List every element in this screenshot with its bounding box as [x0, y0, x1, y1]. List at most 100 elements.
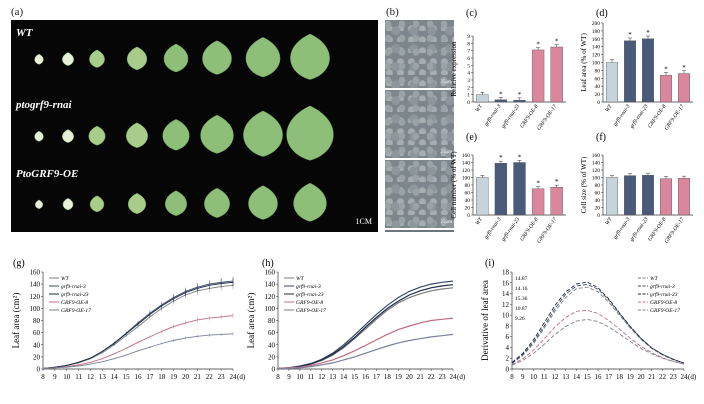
- x-tick-label: 14: [340, 373, 348, 381]
- annotation-label: 15.36: [515, 296, 528, 302]
- bar: [642, 38, 654, 103]
- bar: [678, 73, 690, 103]
- x-tick-label: 19: [395, 373, 403, 381]
- leaf: [88, 125, 106, 146]
- leaf: [245, 37, 281, 78]
- bar: [660, 74, 672, 103]
- x-tick-label: 18: [616, 373, 624, 381]
- leaf: [204, 187, 230, 218]
- x-tick-label: 17: [373, 373, 381, 381]
- legend-label: GRF9-OE-17: [61, 308, 91, 314]
- y-tick-label: 80: [465, 183, 471, 189]
- leaf: [127, 192, 147, 215]
- y-tick-label: 60: [595, 191, 601, 197]
- x-tick-label: 23: [670, 373, 678, 381]
- significance-mark: *: [682, 64, 686, 72]
- leaf: [248, 185, 278, 220]
- leaf: [202, 40, 232, 75]
- y-tick-label: 80: [33, 317, 41, 325]
- bar: [494, 163, 508, 216]
- bar: [678, 178, 690, 216]
- y-tick-label: 1: [467, 93, 470, 99]
- y-tick-label: 0: [597, 213, 600, 219]
- cell-micrograph-panel: 25μm 25μm 25μm: [385, 20, 454, 232]
- significance-mark: *: [555, 38, 559, 46]
- bar: [513, 162, 526, 216]
- leaf: [200, 114, 234, 154]
- micrograph-scale: 25μm: [440, 220, 452, 225]
- x-tick-label: 9: [521, 373, 525, 381]
- leaf: [286, 105, 334, 161]
- panel-label-c: (c): [466, 8, 477, 19]
- y-tick-label: 120: [592, 53, 601, 59]
- x-tick-label: 24: [230, 373, 238, 381]
- leaf: [243, 110, 283, 157]
- panel-label-e: (e): [466, 132, 477, 143]
- x-tick-label: 12: [87, 373, 95, 381]
- series-line: [511, 283, 685, 364]
- y-tick-label: 6: [506, 333, 510, 341]
- leaf: [162, 119, 190, 151]
- y-tick-label: 100: [30, 305, 41, 313]
- x-tick-label: 22: [659, 373, 667, 381]
- leaf: [34, 53, 44, 65]
- x-tick-label: 13: [329, 373, 337, 381]
- y-tick-label: 80: [595, 183, 601, 189]
- y-tick-label: 0: [467, 100, 470, 106]
- x-tick-label: 19: [627, 373, 635, 381]
- y-axis-label: Leaf area (cm²): [246, 293, 256, 349]
- y-tick-label: 0: [506, 366, 510, 374]
- y-tick-label: 40: [595, 84, 601, 90]
- y-tick-label: 0: [597, 100, 600, 106]
- annotation-label: 9.26: [515, 316, 525, 322]
- panel-label-f: (f): [596, 132, 606, 143]
- y-tick-label: 40: [33, 341, 41, 349]
- legend-label: GRF9-OE-8: [650, 300, 677, 306]
- y-tick-label: 20: [33, 353, 41, 361]
- x-tick-label: grf9-rnai-23: [500, 216, 522, 243]
- y-axis-label: Relative expression: [450, 41, 458, 97]
- x-tick-label: 10: [530, 373, 538, 381]
- legend-label: GRF9-OE-8: [296, 300, 323, 306]
- panel-label-i: (i): [485, 258, 494, 269]
- series-line: [277, 317, 454, 369]
- leaf: [89, 195, 105, 213]
- x-tick-label: 17: [605, 373, 613, 381]
- bar: [550, 187, 563, 216]
- x-tick-label: 17: [146, 373, 154, 381]
- annotation-label: 14.16: [515, 286, 528, 292]
- bar: [531, 49, 545, 103]
- y-tick-label: 14: [502, 290, 510, 298]
- y-tick-label: 60: [595, 76, 601, 82]
- bar: [513, 99, 526, 103]
- legend-label: WT: [61, 276, 70, 282]
- y-tick-label: 20: [268, 353, 276, 361]
- x-tick-label: 18: [384, 373, 392, 381]
- y-tick-label: 100: [592, 176, 601, 182]
- x-tick-label: 23: [439, 373, 447, 381]
- y-tick-label: 3: [467, 78, 470, 84]
- x-tick-label: grf9-rnai-3: [612, 103, 632, 127]
- leaf-photo: [34, 33, 334, 222]
- x-tick-label: 21: [194, 373, 202, 381]
- x-tick-label: 10: [63, 373, 71, 381]
- x-axis-unit: (d): [237, 373, 246, 381]
- y-axis-label: Leaf area (% of WT): [580, 33, 588, 92]
- y-tick-label: 160: [265, 269, 276, 277]
- y-tick-label: 140: [30, 281, 41, 289]
- y-tick-label: 7: [467, 49, 470, 55]
- leaf: [89, 49, 105, 68]
- x-tick-label: 9: [287, 373, 291, 381]
- y-tick-label: 8: [506, 322, 510, 330]
- series-line: [511, 318, 685, 366]
- significance-mark: *: [518, 153, 522, 161]
- legend-label: grf9-rnai-3: [61, 283, 86, 290]
- y-tick-label: 0: [272, 366, 276, 374]
- y-tick-label: 160: [30, 269, 41, 277]
- y-tick-label: 120: [462, 168, 471, 174]
- leaf: [126, 122, 148, 148]
